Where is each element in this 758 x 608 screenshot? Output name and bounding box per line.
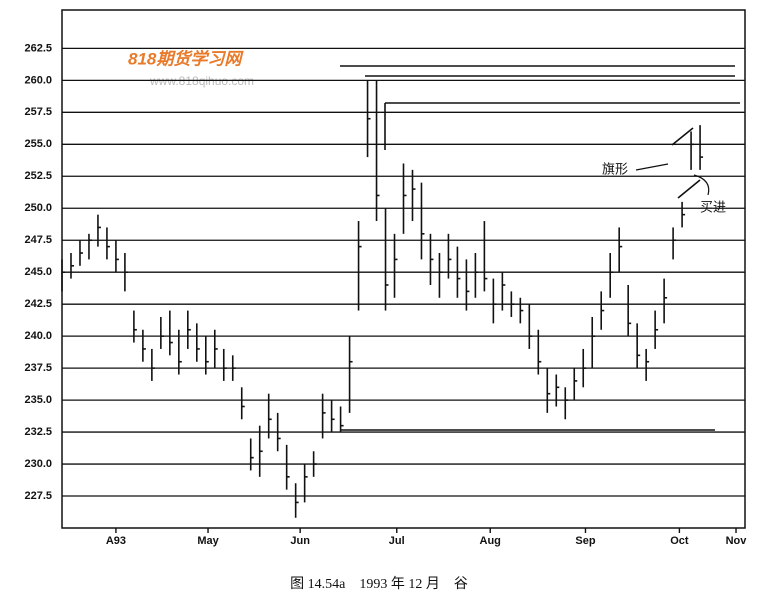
y-tick-label: 240.0: [24, 330, 52, 342]
y-tick-label: 255.0: [24, 138, 52, 150]
flag-line: [677, 179, 701, 199]
flag-line: [671, 127, 694, 146]
watermark: 818期货学习网: [128, 49, 244, 68]
trend-lines: [340, 65, 740, 431]
y-tick-label: 237.5: [24, 362, 52, 374]
y-tick-label: 242.5: [24, 298, 52, 310]
annotation: 旗形: [602, 161, 628, 176]
x-tick-label: May: [197, 535, 219, 547]
y-tick-label: 252.5: [24, 170, 52, 182]
y-tick-label: 235.0: [24, 394, 52, 406]
y-tick-label: 257.5: [24, 106, 52, 118]
x-tick-label: Jun: [290, 535, 310, 547]
x-tick-label: Nov: [726, 535, 748, 547]
x-tick-label: Sep: [575, 535, 595, 547]
y-tick-label: 227.5: [24, 490, 52, 502]
x-tick-label: Oct: [670, 535, 689, 547]
y-tick-label: 262.5: [24, 42, 52, 54]
y-tick-label: 232.5: [24, 426, 52, 438]
y-tick-label: 247.5: [24, 234, 52, 246]
annotation: 买进: [700, 199, 726, 214]
y-tick-label: 250.0: [24, 202, 52, 214]
y-tick-label: 245.0: [24, 266, 52, 278]
y-tick-label: 260.0: [24, 74, 52, 86]
x-tick-label: A93: [106, 535, 126, 547]
caption: 图 14.54a 1993 年 12 月 谷: [290, 576, 468, 592]
watermark-url: www.818qihuo.com: [149, 74, 254, 88]
x-tick-label: Aug: [480, 535, 501, 547]
annotation-arrow: [693, 174, 710, 196]
annotation-arrow: [635, 163, 669, 171]
y-tick-label: 230.0: [24, 458, 52, 470]
x-tick-label: Jul: [389, 535, 405, 547]
